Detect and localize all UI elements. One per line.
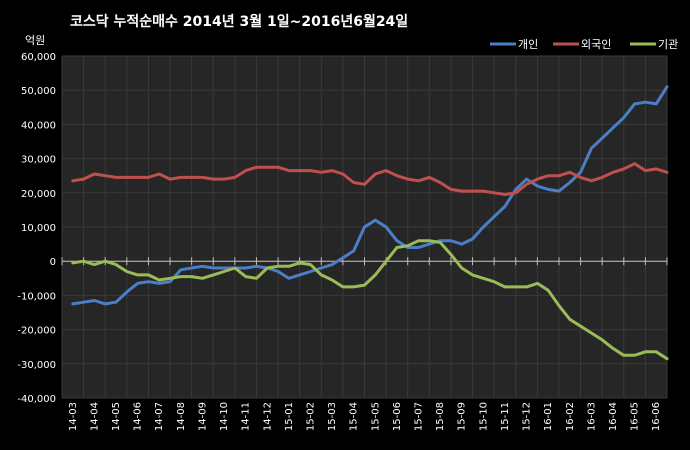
y-tick-label: -20,000 [17,326,56,337]
x-tick-label: 15-07 [414,402,425,431]
y-tick-label: -10,000 [17,291,56,302]
x-tick-label: 15-11 [500,402,511,431]
legend-label: 기관 [658,38,678,51]
x-tick-label: 14-08 [176,402,187,431]
x-tick-label: 15-01 [284,402,295,431]
y-tick-label: -30,000 [17,360,56,371]
x-tick-label: 15-08 [435,402,446,431]
series-line-2 [71,162,669,196]
y-tick-label: 40,000 [21,120,56,131]
x-tick-label: 14-04 [89,402,100,431]
x-tick-label: 16-05 [630,402,641,431]
y-axis-unit-label: 억원 [25,34,45,47]
y-tick-label: 20,000 [21,189,56,200]
x-tick-label: 14-09 [197,402,208,431]
series-line-1 [71,85,669,306]
x-tick-label: 16-03 [586,402,597,431]
x-tick-label: 15-04 [349,402,360,431]
x-tick-label: 15-02 [305,402,316,431]
x-tick-label: 16-02 [565,402,576,431]
y-tick-label: 50,000 [21,86,56,97]
chart-title: 코스닥 누적순매수 2014년 3월 1일~2016년6월24일 [70,13,408,30]
x-tick-label: 14-03 [68,402,79,431]
x-tick-label: 16-01 [543,402,554,431]
x-tick-label: 14-12 [262,402,273,431]
x-tick-label: 15-03 [327,402,338,431]
y-axis: 60,000 50,000 40,000 30,000 20,000 10,000 0 -10… [17,52,56,405]
x-tick-label: 15-09 [457,402,468,431]
x-tick-label: 15-06 [392,402,403,431]
legend-label: 외국인 [581,38,611,51]
x-tick-label: 14-05 [111,402,122,431]
grid [61,55,668,399]
x-tick-label: 14-07 [154,402,165,431]
x-tick-label: 14-11 [241,402,252,431]
x-tick-label: 16-04 [608,402,619,431]
x-tick-label: 16-06 [651,402,662,431]
y-tick-label: 10,000 [21,223,56,234]
y-tick-label: 60,000 [21,52,56,63]
series-line-3 [71,239,669,361]
y-tick-label: 0 [50,257,56,268]
x-axis: 14-03 14-04 14-05 14-06 14-07 14-08 14-09 14-10… [61,257,668,431]
legend: 개인 외국인 기관 [490,38,678,51]
x-tick-label: 15-05 [370,402,381,431]
x-tick-label: 14-06 [133,402,144,431]
series-lines [71,85,669,361]
x-tick-label: 15-10 [478,402,489,431]
legend-label: 개인 [518,38,538,51]
y-tick-label: 30,000 [21,155,56,166]
y-tick-label: -40,000 [17,394,56,405]
x-tick-label: 14-10 [219,402,230,431]
x-tick-label: 15-12 [522,402,533,431]
